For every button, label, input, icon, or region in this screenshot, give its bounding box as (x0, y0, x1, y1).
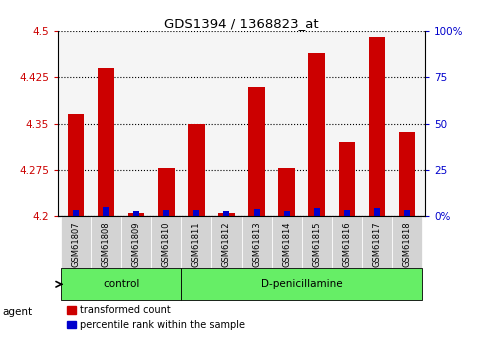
Bar (309, 53, 325, 216)
Bar (121, 216, 151, 268)
Bar (254, 209, 259, 216)
Bar (339, 142, 355, 216)
Text: GSM61818: GSM61818 (402, 222, 412, 267)
Text: GSM61813: GSM61813 (252, 222, 261, 267)
Text: GSM61810: GSM61810 (162, 222, 171, 267)
Bar (302, 216, 332, 268)
Bar (278, 168, 295, 216)
Bar (212, 216, 242, 268)
Bar (103, 207, 109, 216)
Bar (344, 210, 350, 216)
Bar (404, 210, 410, 216)
Bar (158, 168, 174, 216)
Bar (369, 37, 385, 216)
Bar (242, 216, 271, 268)
Text: GSM61807: GSM61807 (71, 222, 81, 267)
Bar (218, 213, 235, 216)
Title: GDS1394 / 1368823_at: GDS1394 / 1368823_at (164, 17, 319, 30)
Bar (151, 216, 181, 268)
Bar (181, 216, 212, 268)
Text: GSM61812: GSM61812 (222, 222, 231, 267)
Bar (128, 213, 144, 216)
Bar (362, 216, 392, 268)
Text: GSM61811: GSM61811 (192, 222, 201, 267)
Bar (193, 210, 199, 216)
Bar (61, 216, 91, 268)
Text: control: control (103, 279, 139, 289)
Bar (398, 131, 415, 216)
Legend: transformed count, percentile rank within the sample: transformed count, percentile rank withi… (63, 301, 249, 334)
Bar (374, 208, 380, 216)
Bar (163, 210, 169, 216)
Text: GSM61817: GSM61817 (372, 222, 382, 267)
Bar (224, 211, 229, 216)
Bar (133, 211, 139, 216)
Text: GSM61814: GSM61814 (282, 222, 291, 267)
Text: GSM61809: GSM61809 (132, 222, 141, 267)
Bar (91, 216, 121, 268)
Text: GSM61816: GSM61816 (342, 222, 351, 267)
Bar (98, 68, 114, 216)
Bar (314, 208, 320, 216)
Text: agent: agent (2, 307, 32, 317)
Bar (392, 216, 422, 268)
Bar (284, 210, 290, 216)
Bar (73, 210, 79, 216)
Bar (68, 114, 85, 216)
Bar (332, 216, 362, 268)
Bar (61, 268, 181, 300)
Text: GSM61808: GSM61808 (101, 222, 111, 267)
Bar (188, 124, 205, 216)
Text: GSM61815: GSM61815 (312, 222, 321, 267)
Bar (248, 87, 265, 216)
Bar (271, 216, 302, 268)
Bar (181, 268, 422, 300)
Text: D-penicillamine: D-penicillamine (261, 279, 342, 289)
